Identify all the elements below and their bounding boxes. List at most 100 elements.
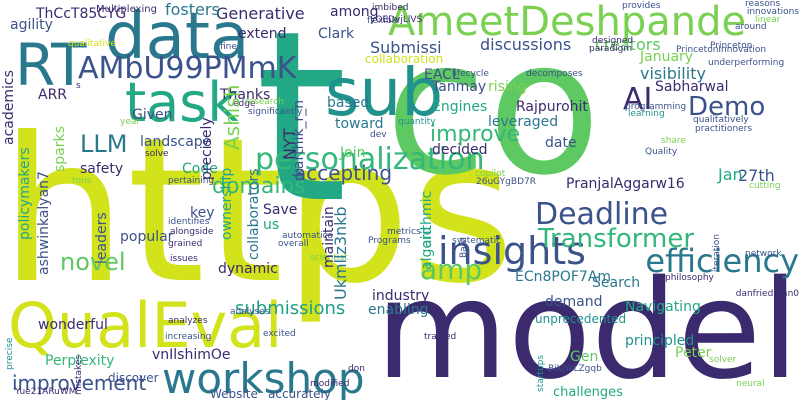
word-among: among xyxy=(330,4,379,20)
word-popular: popular xyxy=(120,229,174,245)
word-analyzes: grained xyxy=(168,239,203,249)
word-rt: RT xyxy=(15,31,87,99)
word-amp: amp xyxy=(420,253,483,286)
word-don: dev xyxy=(370,130,387,140)
word-metrics: increasing xyxy=(165,332,212,342)
word-wonderful: wonderful xyxy=(38,317,108,333)
word-network: philosophy xyxy=(665,273,714,283)
word-programs: automatica xyxy=(282,231,334,241)
word-extend: extend xyxy=(238,26,287,42)
word-jan: Jan xyxy=(718,165,743,184)
word-solver: 26uGYgBD7R xyxy=(476,177,536,187)
word-qualitatively: network xyxy=(745,249,782,259)
word-toward: toward xyxy=(335,116,384,132)
word-accepting: accepting xyxy=(294,161,393,185)
word-significantly: fine xyxy=(220,42,237,52)
word-precisely: ashwinkalyan7 xyxy=(36,171,52,275)
word-search: Search xyxy=(592,275,641,291)
word-workshop: workshop xyxy=(162,354,365,400)
word-discover: discover xyxy=(108,371,159,385)
word-imbibed: linear xyxy=(755,15,781,25)
word-ai: AI xyxy=(623,82,653,117)
word-27th: 27th xyxy=(738,166,775,185)
word-save: Save xyxy=(263,202,298,218)
word-industry: industry xyxy=(372,288,430,304)
word-fine: qualitative xyxy=(68,39,116,49)
word-trained: don xyxy=(348,364,365,374)
word-alongside: pertaining xyxy=(168,176,215,186)
word-gen: Gen xyxy=(570,349,599,365)
word-peter: Peter xyxy=(675,345,712,361)
word-submissions: submissions xyxy=(235,298,346,319)
word-nyt: precisely xyxy=(199,117,215,180)
word-research: edge xyxy=(233,99,256,109)
word-neural: copilot xyxy=(475,169,506,179)
word-copilot: trained xyxy=(424,332,457,342)
word-bikhklzgqb: Bard xyxy=(459,237,469,258)
word-excited: Programs xyxy=(368,236,411,246)
word-domains: domains xyxy=(212,174,306,199)
word-yoedvjllvs: around xyxy=(735,22,767,32)
word-vnilshimoe: vnIlshimOe xyxy=(152,347,231,363)
word-precise: mistakes xyxy=(74,354,84,395)
word-learning: cutting xyxy=(749,181,781,191)
word-designed: programming xyxy=(625,102,687,112)
word-key: key xyxy=(190,205,215,221)
word-visibility: visibility xyxy=(640,64,706,83)
word-ukmllz3nkb: algorithmic xyxy=(419,190,435,270)
word-featured: innovations xyxy=(746,7,799,17)
word-linear: designed xyxy=(592,36,634,46)
word-creators: creators xyxy=(595,35,661,54)
word-issues: alongside xyxy=(170,227,214,237)
word-rising: rising xyxy=(488,79,527,95)
word-improvement: improvement xyxy=(12,371,147,395)
word-collaboration: collaboration xyxy=(365,52,444,66)
word-discussions: discussions xyxy=(480,35,572,54)
word-increasing: analyzes xyxy=(168,316,208,326)
word-bard: ownership xyxy=(219,167,235,240)
word-data: data xyxy=(105,0,250,74)
word-leaders: policymakers xyxy=(17,147,33,240)
word-based: based xyxy=(327,95,370,111)
word-novel: novel xyxy=(60,248,126,276)
word-practitioners: danfriedman0 xyxy=(735,289,799,299)
word-multiplexing: precise xyxy=(5,337,15,370)
word-scientist: overall xyxy=(278,239,309,249)
word-paradigm: learning xyxy=(628,109,665,119)
word-iteration: provides xyxy=(622,1,661,11)
word-tons: year xyxy=(120,117,141,127)
word-solve: research xyxy=(245,97,284,107)
word-eacl: EACL xyxy=(424,67,460,83)
word-personalization: personalization xyxy=(255,142,485,177)
word-qualeval: QualEval xyxy=(8,289,283,362)
word-perplexity: Perplexity xyxy=(45,353,115,369)
word-academics: agility xyxy=(10,17,53,33)
word-algorithmic: NYT xyxy=(280,128,299,160)
word-aid: Ashish xyxy=(220,84,244,150)
word-thanks: Thanks xyxy=(220,87,271,103)
word-edge: s xyxy=(76,81,81,91)
word-princetoninnovation: quantity xyxy=(398,117,436,127)
word-flexible: scientist xyxy=(310,253,348,263)
word-given: Given xyxy=(132,107,173,123)
word-safety: safety xyxy=(80,161,124,177)
word-january: January xyxy=(640,49,694,65)
word-rajpurohit: Rajpurohit xyxy=(516,99,588,115)
word-improve: improve xyxy=(430,122,521,147)
word-us: us xyxy=(263,217,280,233)
word-lifecycle: qualitatively xyxy=(693,115,749,125)
word-accurately: accurately xyxy=(268,387,331,400)
word-identifies: tons xyxy=(72,176,92,186)
word-sparks: ARR xyxy=(38,87,68,103)
word-grained: identifies xyxy=(168,217,210,227)
word-date: date xyxy=(545,135,577,151)
word-underperforming: decomposes xyxy=(526,69,583,79)
word-share: neural xyxy=(736,379,765,389)
word-arr: ThCcT85CYG xyxy=(36,6,127,22)
word-llm: LLM xyxy=(80,130,128,158)
word-sub: sub xyxy=(325,54,444,131)
word-fosters: fosters xyxy=(165,0,220,19)
word-reasons: PrincetonInnovation xyxy=(676,45,767,55)
word-landscape: landscape xyxy=(140,134,212,150)
